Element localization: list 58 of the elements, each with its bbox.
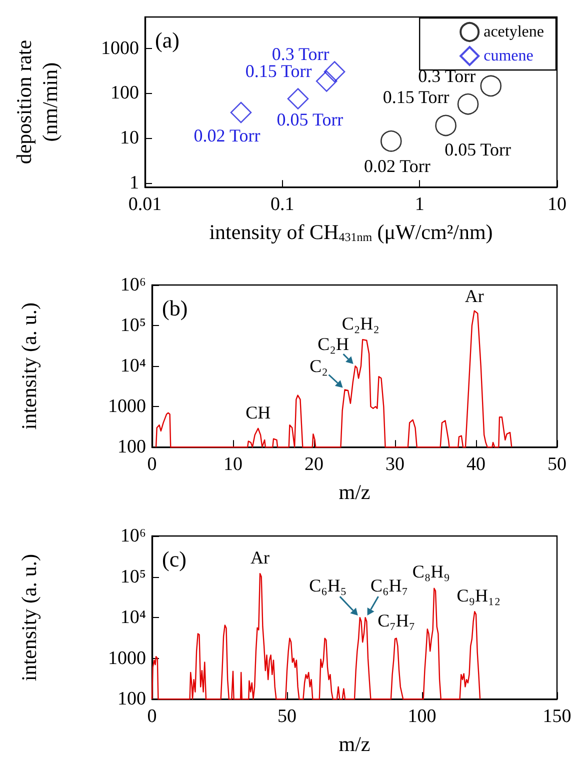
y-tick-label: 10⁵ [120, 566, 146, 588]
y-tick-label: 10⁴ [120, 356, 146, 377]
annotation: C₂H [318, 334, 349, 354]
annotation: 0.05 Torr [276, 110, 344, 130]
annotation: C₆H₇ [370, 576, 408, 596]
y-tick-label: 10⁴ [120, 607, 146, 628]
x-tick-label: 0 [147, 706, 157, 728]
y-tick-label: 1000 [108, 648, 146, 669]
y-tick-label: 1000 [101, 38, 139, 59]
x-tick-label: 1 [414, 194, 424, 216]
x-tick-label: 0 [147, 454, 157, 476]
y-axis-title: deposition rate (nm/min) [12, 40, 62, 164]
legend-label: cumene [484, 48, 534, 64]
annotation: C₉H₁₂ [456, 586, 501, 606]
y-tick-label: 100 [118, 436, 146, 458]
y-tick-label: 100 [118, 688, 146, 710]
annotation: 0.02 Torr [364, 156, 430, 176]
annotation: 0.02 Torr [194, 125, 260, 146]
x-tick-label: 0.1 [270, 194, 294, 216]
annotation: C₈H₉ [412, 561, 450, 582]
y-tick-label: 10 [120, 127, 139, 148]
annotation: C₂ [310, 356, 328, 376]
y-tick-label: 100 [110, 82, 139, 104]
annotation: (a) [155, 28, 180, 52]
x-tick-label: 10 [548, 194, 566, 216]
legend-label: acetylene [484, 24, 544, 40]
y-tick-label: 1000 [108, 396, 146, 418]
annotation: 0.05 Torr [444, 139, 512, 160]
annotation: 0.3 Torr [418, 66, 476, 86]
x-axis-title: m/z [338, 480, 370, 504]
annotation: (b) [162, 296, 188, 320]
annotation: 0.15 Torr [245, 61, 312, 82]
y-tick-label: 1 [130, 172, 139, 194]
x-tick-label: 100 [408, 706, 436, 728]
annotation: 0.15 Torr [382, 87, 450, 108]
y-tick-label: 10⁶ [120, 274, 146, 296]
annotation: Ar [250, 548, 270, 568]
x-tick-label: 10 [224, 454, 242, 476]
y-tick-label: 10⁵ [120, 315, 146, 336]
y-axis-title: intensity (a. u.) [17, 302, 41, 430]
annotation: C₂H₂ [342, 314, 380, 334]
annotation: 0.3 Torr [272, 44, 330, 64]
x-tick-label: 40 [466, 454, 486, 476]
x-axis-title: m/z [338, 732, 370, 756]
y-axis-title: intensity (a. u.) [17, 554, 41, 682]
x-tick-label: 0.01 [128, 194, 162, 216]
x-tick-label: 20 [304, 454, 324, 476]
annotation: CH [246, 402, 271, 422]
annotation: Ar [464, 286, 484, 306]
y-tick-label: 10⁶ [120, 526, 146, 546]
x-tick-label: 50 [548, 454, 566, 476]
x-axis-title: intensity of CH431nm (μW/cm²/nm) [209, 220, 493, 244]
x-tick-label: 150 [542, 706, 572, 728]
annotation: C₆H₅ [309, 576, 347, 596]
x-tick-label: 50 [278, 706, 296, 728]
annotation: C₇H₇ [378, 610, 416, 630]
x-tick-label: 30 [386, 454, 404, 476]
annotation: (c) [162, 546, 186, 572]
